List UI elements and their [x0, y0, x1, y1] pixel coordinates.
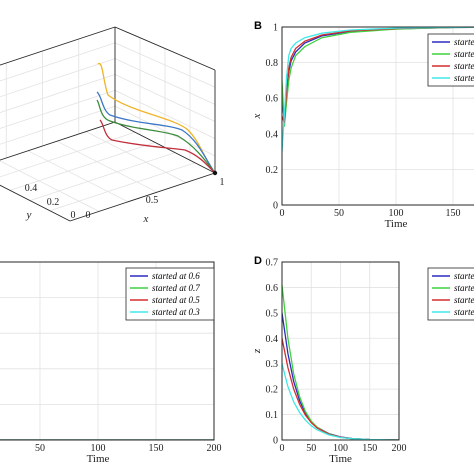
y-tick-label: 0.5: [266, 308, 279, 319]
legend-label: started at 0.6: [454, 271, 474, 281]
y-tick-label: 0.3: [266, 359, 279, 370]
x-tick-label: 100: [333, 443, 348, 454]
grid-line-wall: [114, 58, 216, 105]
box-edge: [69, 172, 216, 222]
x-tick-label: 200: [392, 443, 407, 454]
box-edge: [0, 184, 71, 222]
grid-line-wall: [114, 89, 216, 140]
series-line-4: [282, 27, 474, 152]
x-tick-label: 50: [306, 443, 316, 454]
x-tick-label: 50: [334, 208, 344, 219]
grid-line-floor: [49, 162, 196, 212]
trajectory-line-4: [99, 119, 216, 174]
x-axis-label: Time: [329, 453, 352, 465]
x-tick-label: 150: [446, 208, 461, 219]
axes-frame: [0, 261, 215, 441]
y-tick-label: 0.2: [266, 385, 279, 396]
box-edge: [114, 26, 216, 71]
y-tick-label: 0.6: [266, 283, 279, 294]
legend-label: started at 0.5: [454, 61, 474, 71]
x-tick-label: 0: [86, 210, 91, 221]
grid-line-wall: [0, 42, 116, 82]
grid-line-wall: [114, 74, 216, 122]
grid-line-floor: [29, 152, 176, 201]
x-axis-label: x: [143, 213, 149, 225]
series-group: [282, 284, 399, 440]
axes-frame: [281, 261, 400, 441]
legend-label: started at 0.5: [152, 295, 200, 305]
grid-line-wall: [114, 105, 216, 157]
y-tick-label: 0: [273, 201, 278, 212]
grid-line-floor: [0, 131, 136, 178]
legend-label: started at 0.3: [454, 307, 474, 317]
y-tick-label: 0.4: [25, 183, 38, 194]
series-line-4: [282, 363, 399, 440]
legend-label: started at 0.7: [454, 283, 474, 293]
y-tick-label: 0.2: [266, 165, 279, 176]
x-tick-label: 150: [362, 443, 377, 454]
panel-b: 0 50 100 150 0 0.2 0.4 0.6 0.8 1 Time x Bstarted at …: [251, 20, 474, 230]
panel-label: D: [254, 255, 262, 267]
y-tick-label: 0: [71, 210, 76, 221]
legend-label: started at 0.3: [454, 73, 474, 83]
x-tick-label: 0.5: [146, 195, 159, 206]
grid-line-floor: [9, 142, 156, 191]
y-tick-label: 1: [273, 23, 278, 34]
panel-d: 0 50 100 150 200 0 0.1 0.2 0.3 0.4 0.5 0.6 0.7 Time z D…: [251, 255, 474, 465]
x-tick-label: 0: [280, 443, 285, 454]
box-edge: [0, 26, 116, 66]
legend-label: started at 0.7: [454, 49, 474, 59]
trajectory-line-3: [96, 99, 216, 174]
grid-line-wall: [0, 105, 116, 145]
y-tick-label: 0: [273, 436, 278, 447]
y-tick-label: 0.8: [266, 58, 279, 69]
x-tick-label: 200: [207, 443, 222, 454]
panel-a: 0 0.5 1 0 0.2 0.4 x y: [0, 26, 225, 225]
grid-line-floor: [56, 140, 158, 193]
series-group: [282, 27, 474, 152]
y-tick-label: 0.2: [47, 197, 60, 208]
legend: started at 0.6 started at 0.7 started at 0…: [427, 267, 474, 321]
legend-label: started at 0.6: [152, 271, 200, 281]
y-tick-label: 0.1: [266, 410, 279, 421]
y-tick-label: 0.6: [266, 94, 279, 105]
x-tick-label: 1: [220, 177, 225, 188]
y-axis-label: z: [251, 348, 263, 354]
y-axis-label: x: [251, 113, 263, 119]
x-axis-label: Time: [385, 218, 408, 230]
y-axis-label: y: [26, 209, 32, 221]
panel-label: B: [254, 20, 262, 32]
grid-line-floor: [0, 160, 100, 212]
x-tick-label: 100: [91, 443, 106, 454]
grid-line-wall: [0, 58, 116, 98]
y-tick-label: 0.4: [266, 129, 279, 140]
x-tick-label: 50: [35, 443, 45, 454]
trajectory-line-2: [96, 91, 216, 174]
legend-label: started at 0.7: [152, 283, 200, 293]
y-tick-label: 0.7: [266, 258, 279, 269]
grid-line-wall: [0, 89, 116, 129]
legend: started at 0.6 started at 0.7 started at 0…: [427, 33, 474, 87]
x-tick-label: 0: [280, 208, 285, 219]
trajectory-line-1: [97, 63, 216, 174]
axes-frame: [281, 26, 474, 206]
grid-line-wall: [0, 74, 116, 113]
x-tick-label: 150: [149, 443, 164, 454]
grid-line-floor: [85, 131, 187, 183]
x-tick-label: 100: [389, 208, 404, 219]
grid-line-wall: [114, 42, 216, 88]
equilibrium-point: [212, 170, 218, 176]
x-axis-label: Time: [87, 453, 110, 465]
legend: started at 0.6 started at 0.7 started at 0…: [125, 267, 215, 321]
legend-label: started at 0.5: [454, 295, 474, 305]
grid-line-floor: [27, 150, 129, 203]
legend-label: started at 0.3: [152, 307, 200, 317]
legend-label: started at 0.6: [454, 37, 474, 47]
y-tick-label: 0.4: [266, 334, 279, 345]
box-edge: [0, 121, 116, 161]
